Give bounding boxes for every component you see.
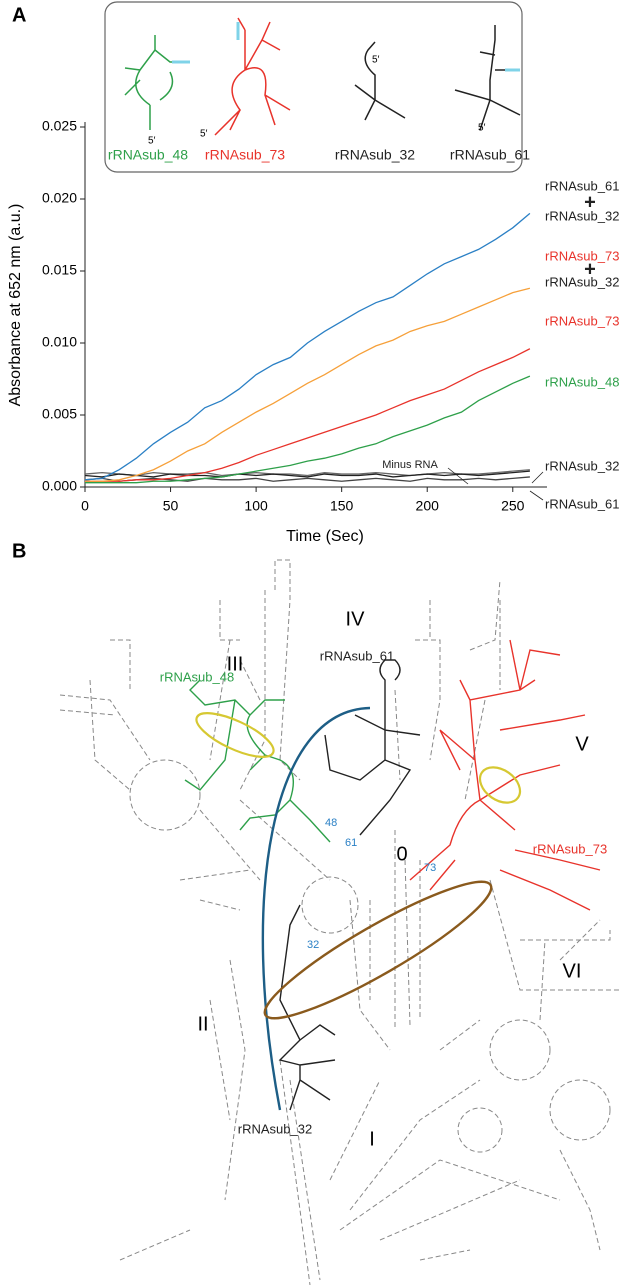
y-tick-label: 0.000 (42, 478, 77, 494)
x-tick-label: 50 (163, 498, 179, 514)
x-tick-label: 100 (244, 498, 268, 514)
position-label: 73 (424, 862, 436, 874)
annotation-arrow (529, 490, 544, 501)
crosslink-ellipse (195, 712, 275, 758)
legend-plus: + (584, 191, 596, 213)
x-axis-label: Time (Sec) (286, 528, 364, 545)
structure-73 (409, 639, 601, 911)
five-prime: 5′ (200, 129, 208, 140)
structure-label: rRNAsub_73 (533, 841, 607, 856)
y-tick-label: 0.015 (42, 262, 77, 278)
domain-label: I (369, 1128, 375, 1150)
annotation-arrow (531, 471, 544, 484)
panel-label: A (12, 4, 26, 26)
y-tick-label: 0.005 (42, 406, 77, 422)
structure-labels: rRNAsub_48 rRNAsub_61 rRNAsub_73 rRNAsub… (160, 648, 607, 1136)
inset-box (104, 1, 523, 173)
x-tick-label: 0 (81, 498, 89, 514)
position-label: 61 (345, 837, 357, 849)
position-labels: 48 61 73 32 (307, 817, 436, 951)
crosslink-ellipse (478, 766, 522, 804)
structure-32 (354, 41, 406, 121)
domain-label: VI (563, 960, 582, 982)
legend-label: rRNAsub_32 (545, 458, 619, 473)
series-line (84, 212, 531, 481)
structure-label: rRNAsub_48 (160, 669, 234, 684)
structure-label: rRNAsub_32 (238, 1121, 312, 1136)
five-prime: 5′ (372, 55, 380, 66)
structure-61 (324, 659, 421, 836)
inset-label: rRNAsub_32 (335, 147, 415, 163)
panel-label: B (12, 540, 26, 562)
structure-73 (214, 17, 291, 136)
legend-label: rRNAsub_61 (545, 178, 619, 193)
annotation-arrow (447, 467, 469, 485)
series-line (84, 469, 530, 477)
legend-label: rRNAsub_32 (545, 208, 619, 223)
structure-32 (278, 904, 336, 1111)
series-line (85, 287, 531, 482)
series-line (85, 375, 531, 484)
x-tick-label: 150 (330, 498, 354, 514)
y-tick-label: 0.020 (42, 190, 77, 206)
structure-61 (454, 25, 521, 131)
legend-label: rRNAsub_73 (545, 248, 619, 263)
inset-structures (124, 17, 521, 136)
position-label: 32 (307, 939, 319, 951)
y-tick-label: 0.025 (42, 118, 77, 134)
legend-label: rRNAsub_32 (545, 274, 619, 289)
domain-labels: III IV V VI 0 I II (197, 608, 589, 1150)
legend-plus: + (584, 258, 596, 280)
crosslink-arc (261, 706, 371, 1111)
domain-label: 0 (396, 843, 407, 865)
five-prime: 5′ (148, 136, 156, 147)
inset-label: rRNAsub_61 (450, 147, 530, 163)
structures (184, 639, 601, 1111)
structure-48 (124, 35, 188, 130)
legend-label: rRNAsub_48 (545, 374, 619, 389)
inset-label: rRNAsub_73 (205, 147, 285, 163)
x-tick-label: 200 (416, 498, 440, 514)
five-prime: 5′ (478, 123, 486, 134)
legend-label: rRNAsub_73 (545, 313, 619, 328)
x-tick-label: 250 (501, 498, 525, 514)
rrna-background (59, 559, 620, 1285)
crosslink-ellipse (263, 880, 493, 1020)
structure-label: rRNAsub_61 (320, 648, 394, 663)
domain-label: III (227, 653, 244, 675)
legend-label: rRNAsub_61 (545, 496, 619, 511)
y-axis-label: Absorbance at 652 nm (a.u.) (7, 204, 24, 407)
series-line (85, 348, 531, 482)
domain-label: V (575, 733, 589, 755)
domain-label: IV (346, 608, 366, 630)
domain-label: II (197, 1013, 208, 1035)
y-tick-label: 0.010 (42, 334, 77, 350)
legend-label: Minus RNA (382, 459, 438, 471)
position-label: 48 (325, 817, 337, 829)
inset-label: rRNAsub_48 (108, 147, 188, 163)
